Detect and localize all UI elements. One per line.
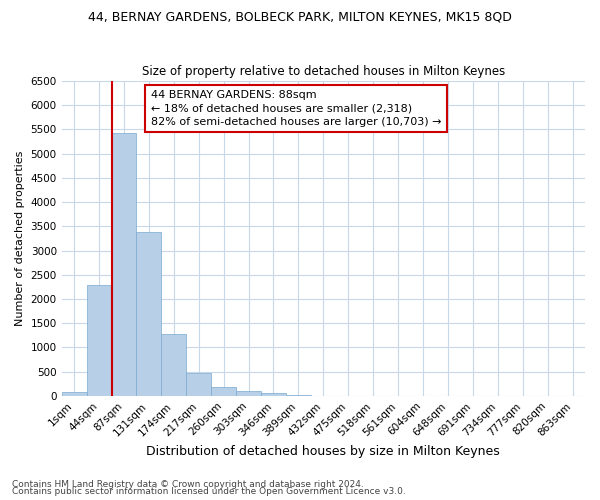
X-axis label: Distribution of detached houses by size in Milton Keynes: Distribution of detached houses by size … — [146, 444, 500, 458]
Bar — [236, 391, 261, 396]
Bar — [136, 232, 161, 396]
Y-axis label: Number of detached properties: Number of detached properties — [15, 151, 25, 326]
Bar — [161, 334, 186, 396]
Text: 44, BERNAY GARDENS, BOLBECK PARK, MILTON KEYNES, MK15 8QD: 44, BERNAY GARDENS, BOLBECK PARK, MILTON… — [88, 10, 512, 23]
Text: Contains HM Land Registry data © Crown copyright and database right 2024.: Contains HM Land Registry data © Crown c… — [12, 480, 364, 489]
Bar — [186, 372, 211, 396]
Title: Size of property relative to detached houses in Milton Keynes: Size of property relative to detached ho… — [142, 66, 505, 78]
Bar — [211, 388, 236, 396]
Bar — [62, 392, 86, 396]
Bar — [112, 133, 136, 396]
Text: 44 BERNAY GARDENS: 88sqm
← 18% of detached houses are smaller (2,318)
82% of sem: 44 BERNAY GARDENS: 88sqm ← 18% of detach… — [151, 90, 441, 127]
Text: Contains public sector information licensed under the Open Government Licence v3: Contains public sector information licen… — [12, 487, 406, 496]
Bar — [261, 393, 286, 396]
Bar — [86, 286, 112, 396]
